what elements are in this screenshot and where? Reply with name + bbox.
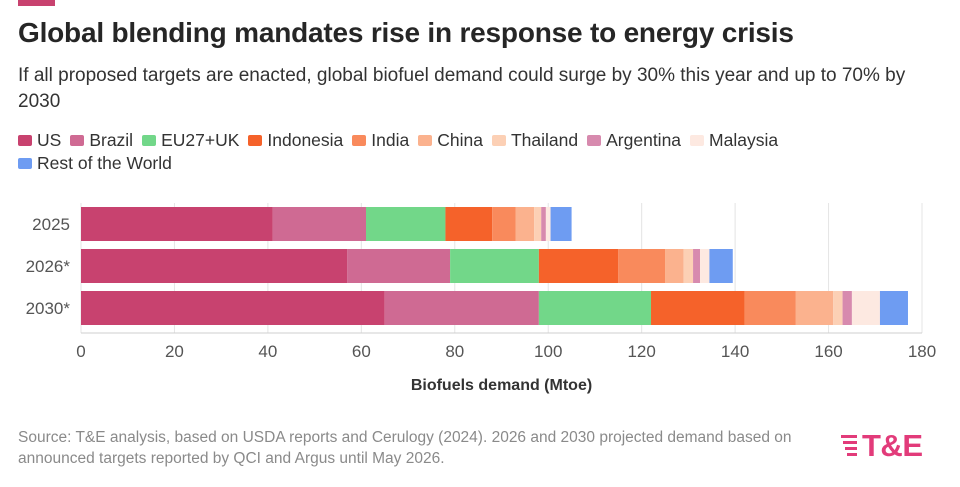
logo-text: T&E: [862, 428, 923, 463]
header-accent-bar: [18, 0, 55, 6]
bar-segment: [541, 207, 546, 241]
bar-segment: [833, 291, 843, 325]
legend-swatch: [690, 135, 705, 146]
x-tick-label: 60: [352, 342, 371, 361]
bar-segment: [445, 207, 493, 241]
legend-label: Malaysia: [709, 130, 779, 150]
bar-segment: [700, 249, 710, 283]
stacked-bar-chart: 2025 2026* 2030* 0 20 40 60 80 100 120 140 160 180 Bi…: [26, 203, 936, 394]
bar-segment: [709, 249, 733, 283]
bar-segment: [492, 207, 516, 241]
legend-item: Brazil: [70, 131, 133, 150]
bar-segment: [618, 249, 666, 283]
x-tick-label: 100: [534, 342, 562, 361]
legend-item: Thailand: [491, 130, 579, 150]
legend-swatch: [352, 135, 367, 146]
bar-segment: [665, 249, 684, 283]
legend-swatch: [418, 135, 433, 146]
bar-segment: [683, 249, 694, 283]
bar-segment: [879, 291, 908, 325]
bar-segment: [550, 207, 572, 241]
chart-legend: US Brazil EU27+UK Indonesia India China Thaila…: [18, 131, 918, 173]
legend-swatch: [248, 135, 263, 146]
x-tick-label: 140: [721, 342, 749, 361]
legend-label: EU27+UK: [161, 130, 240, 150]
chart-title: Global blending mandates rise in respons…: [18, 17, 794, 48]
category-label: 2026*: [26, 257, 71, 276]
legend-item: Argentina: [587, 131, 681, 150]
legend-label: Thailand: [510, 130, 579, 150]
bar-segment: [272, 207, 367, 241]
legend-label: India: [371, 130, 410, 150]
legend-item: India: [352, 131, 409, 150]
x-tick-label: 20: [165, 342, 184, 361]
bar-segment: [366, 207, 446, 241]
bar-segment: [538, 249, 619, 283]
x-axis-title: Biofuels demand (Mtoe): [411, 377, 592, 394]
legend-swatch: [491, 135, 506, 146]
bar-segment: [795, 291, 834, 325]
bar-segment: [693, 249, 701, 283]
category-label: 2030*: [26, 299, 71, 318]
x-tick-label: 180: [908, 342, 936, 361]
x-tick-label: 80: [445, 342, 464, 361]
legend-label: Brazil: [89, 130, 134, 150]
legend-item: Indonesia: [248, 131, 343, 150]
chart-subtitle: If all proposed targets are enacted, glo…: [18, 65, 906, 112]
source-note: Source: T&E analysis, based on USDA repo…: [18, 429, 792, 467]
legend-item: EU27+UK: [142, 131, 239, 150]
bar-segment: [651, 291, 745, 325]
te-logo: T&E: [840, 428, 945, 464]
bar-segment: [384, 291, 539, 325]
bar-segment: [81, 249, 348, 283]
legend-swatch: [18, 158, 32, 169]
bar-segment: [545, 207, 551, 241]
legend-label: Indonesia: [267, 130, 344, 150]
bar-segment: [81, 207, 273, 241]
legend-label: Rest of the World: [37, 153, 172, 173]
bar-segment: [842, 291, 852, 325]
legend-item: China: [418, 131, 483, 150]
bar-segment: [515, 207, 535, 241]
bar-segment: [851, 291, 880, 325]
logo-stripes-icon: [841, 435, 857, 456]
legend-swatch: [70, 135, 85, 146]
x-tick-label: 40: [258, 342, 277, 361]
bar-segment: [744, 291, 796, 325]
legend-label: China: [437, 130, 483, 150]
x-tick-label: 0: [76, 342, 85, 361]
x-tick-label: 160: [814, 342, 842, 361]
legend-item: US: [18, 131, 61, 150]
x-tick-label: 120: [627, 342, 655, 361]
category-label: 2025: [32, 215, 70, 234]
bar-segment: [534, 207, 542, 241]
bar-segment: [450, 249, 539, 283]
legend-label: US: [37, 130, 62, 150]
legend-swatch: [18, 135, 32, 146]
legend-swatch: [587, 135, 602, 146]
bar-segment: [347, 249, 451, 283]
legend-swatch: [142, 135, 157, 146]
bar-segment: [538, 291, 652, 325]
legend-label: Argentina: [606, 130, 682, 150]
bar-segment: [81, 291, 385, 325]
legend-item: Malaysia: [690, 131, 778, 150]
legend-item: Rest of the World: [18, 154, 172, 173]
